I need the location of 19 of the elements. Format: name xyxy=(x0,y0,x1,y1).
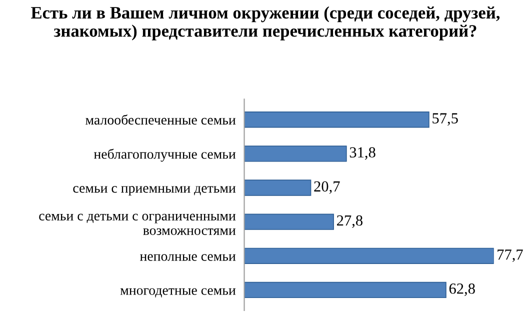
y-tick-label: малообеспеченные семьи xyxy=(86,114,236,125)
y-tick-label: неполные семьи xyxy=(140,254,236,261)
y-tick-label: семьи с приемными детьми xyxy=(73,186,236,196)
y-tick-label: семьи с детьми с ограниченными возможностями xyxy=(39,214,236,236)
bar xyxy=(244,282,446,298)
data-label: 27,8 xyxy=(337,215,362,228)
data-label: 20,7 xyxy=(314,181,340,194)
chart-title: Есть ли в Вашем личном окружении (среди соседей, друзей, знакомых) представители перечисленных категорий? xyxy=(31,6,500,40)
data-label: 31,8 xyxy=(350,147,376,160)
y-tick-label: неблагополучные семьи xyxy=(94,148,236,162)
data-label: 62,8 xyxy=(449,283,475,296)
bar xyxy=(244,214,334,230)
data-label: 77,7 xyxy=(498,250,523,262)
bar xyxy=(244,146,347,162)
data-label: 57,5 xyxy=(432,113,458,126)
y-tick-label: многодетные семьи xyxy=(120,288,236,298)
bar xyxy=(244,112,430,128)
bar xyxy=(244,248,494,264)
bar xyxy=(244,180,312,196)
